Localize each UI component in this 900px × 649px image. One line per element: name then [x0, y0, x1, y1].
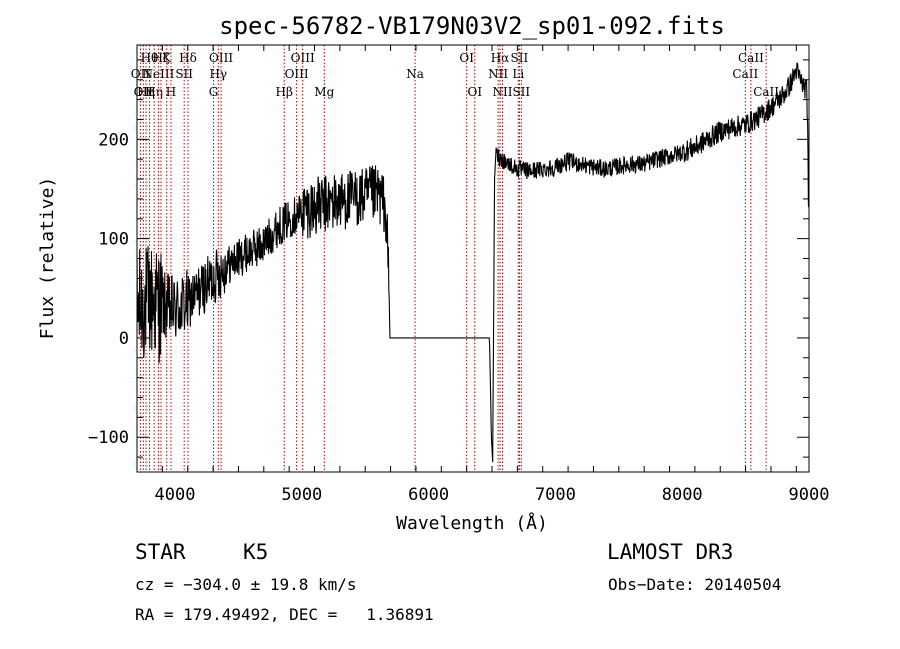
line-marker-label-11: G: [209, 85, 219, 99]
line-marker-label-19: OI: [459, 51, 474, 65]
axes: 4000 5000 6000 7000 8000 9000 −100 0 100 200: [88, 44, 830, 505]
line-marker-label-7: K: [162, 51, 172, 65]
line-marker-label-13: OIII: [209, 51, 233, 65]
line-marker-label-23: NII: [493, 85, 513, 99]
line-marker-label-6: Hζ: [152, 51, 169, 65]
line-marker-label-14: Hβ: [276, 85, 293, 99]
line-marker-label-15: OIII: [285, 67, 309, 81]
x-axis-label: Wavelength (Å): [396, 512, 548, 534]
y-tick-label-100: 100: [98, 230, 129, 250]
survey-name: LAMOST DR3: [607, 540, 734, 564]
line-marker-label-0: OII: [131, 67, 151, 81]
y-tick-label--100: −100: [88, 428, 129, 448]
line-marker-label-28: CaII: [738, 51, 764, 65]
line-markers: OIIOIIHηHθHηNeIIIHζKHSIIHδGHγOIIIHβOIIIO…: [131, 45, 779, 472]
y-tick-label-200: 200: [98, 130, 129, 150]
line-marker-label-4: Hη: [145, 85, 163, 99]
x-tick-label-7000: 7000: [535, 485, 576, 505]
line-marker-label-12: Hγ: [209, 67, 227, 81]
line-marker-label-3: Hθ: [141, 51, 159, 65]
x-tick-label-4000: 4000: [155, 485, 196, 505]
line-marker-label-16: OIII: [291, 51, 315, 65]
line-marker-label-2: Hη: [137, 85, 155, 99]
line-marker-label-24: Li: [512, 67, 524, 81]
line-marker-label-17: Mg: [314, 85, 334, 99]
line-marker-label-22: Hα: [491, 51, 510, 65]
object-class: STAR: [135, 540, 186, 564]
line-marker-label-21: NII: [488, 67, 508, 81]
line-marker-label-1: OII: [134, 85, 154, 99]
line-marker-label-27: CaII: [732, 67, 758, 81]
chart-title: spec-56782-VB179N03V2_sp01-092.fits: [219, 12, 725, 40]
line-marker-label-8: H: [166, 85, 176, 99]
coordinates: RA = 179.49492, DEC = 1.36891: [135, 605, 434, 624]
line-marker-label-10: Hδ: [179, 51, 197, 65]
line-marker-label-18: Na: [406, 67, 424, 81]
line-marker-label-20: OI: [467, 85, 482, 99]
x-tick-label-5000: 5000: [281, 485, 322, 505]
line-marker-label-26: SII: [512, 85, 530, 99]
spectrum-line: [136, 62, 810, 463]
y-tick-label-0: 0: [119, 329, 129, 349]
y-axis-label: Flux (relative): [37, 177, 58, 340]
x-tick-label-9000: 9000: [789, 485, 830, 505]
line-marker-label-5: NeIII: [143, 67, 175, 81]
spectrum-trace: [136, 62, 810, 463]
x-tick-label-8000: 8000: [662, 485, 703, 505]
observation-date: Obs−Date: 20140504: [608, 575, 782, 594]
line-marker-label-25: SII: [511, 51, 529, 65]
line-marker-label-29: CaII: [753, 85, 779, 99]
object-subclass: K5: [243, 540, 269, 564]
redshift-velocity: cz = −304.0 ± 19.8 km/s: [135, 575, 357, 594]
line-marker-label-9: SII: [175, 67, 193, 81]
x-tick-label-6000: 6000: [408, 485, 449, 505]
